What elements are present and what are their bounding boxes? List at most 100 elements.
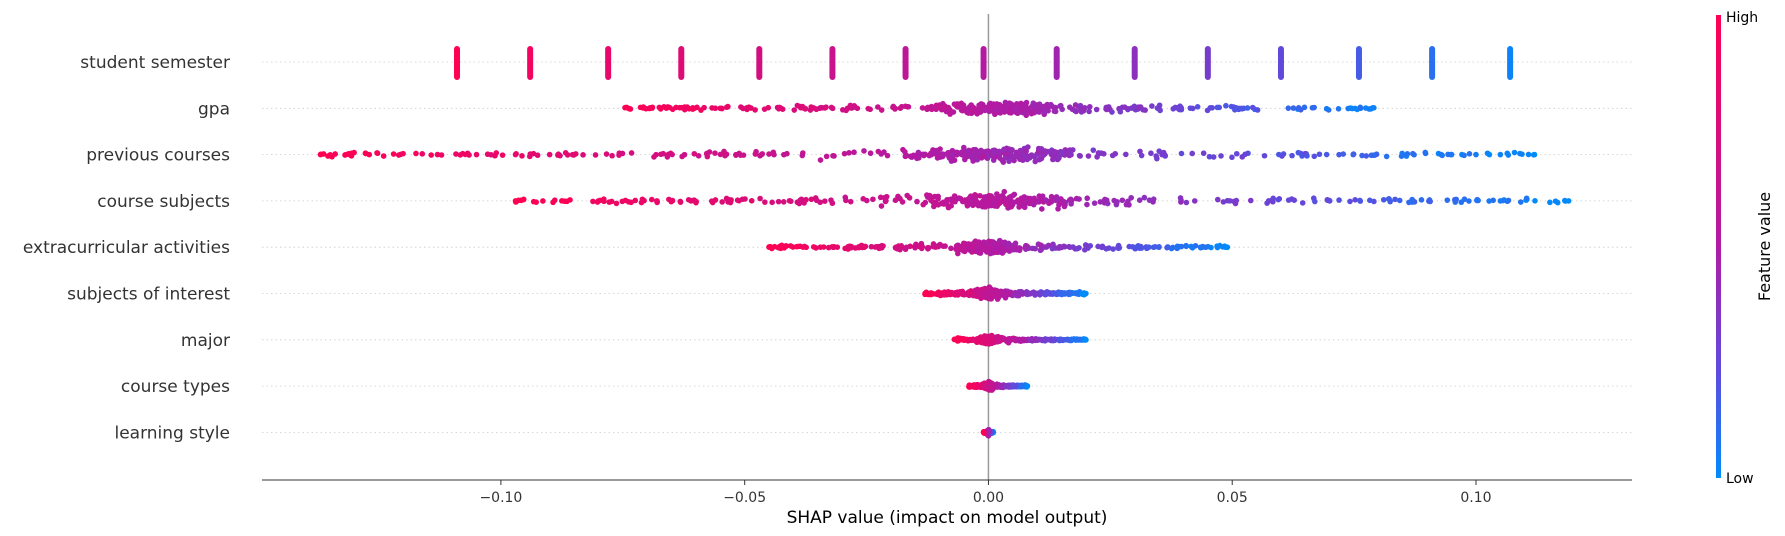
data-point [681, 106, 688, 113]
data-point [812, 195, 819, 201]
feature-label: course types [121, 377, 230, 397]
data-point [1323, 151, 1330, 158]
data-point [1000, 193, 1006, 200]
data-point [1057, 336, 1064, 342]
data-point [534, 152, 541, 159]
data-point [913, 241, 919, 248]
data-point [1037, 290, 1043, 297]
data-point [1473, 151, 1479, 158]
data-point [512, 151, 519, 158]
data-point [1505, 152, 1512, 158]
data-point [1069, 147, 1076, 153]
data-point [1461, 152, 1467, 159]
data-point [1043, 244, 1050, 250]
data-point [1063, 290, 1070, 297]
data-point [1001, 146, 1007, 153]
data-point [1380, 196, 1387, 203]
data-point [980, 242, 987, 248]
data-point [970, 158, 976, 164]
data-point [1091, 200, 1098, 206]
data-point [978, 101, 984, 107]
data-point [1010, 382, 1017, 388]
data-point [1084, 243, 1091, 249]
feature-points-course-types [966, 378, 1031, 393]
data-point [1189, 244, 1195, 250]
data-point [822, 198, 828, 204]
data-point [1022, 246, 1029, 252]
data-point [1008, 148, 1014, 154]
data-point [829, 200, 836, 207]
data-point [1038, 198, 1045, 204]
data-point [959, 336, 966, 343]
data-point [954, 245, 961, 251]
data-point [1474, 196, 1481, 203]
data-point [906, 194, 913, 201]
data-point [1290, 105, 1297, 111]
data-point [823, 153, 830, 160]
data-point [678, 46, 685, 80]
data-point [870, 196, 876, 203]
data-point [530, 198, 537, 205]
data-point [1060, 198, 1067, 205]
data-point [959, 245, 966, 252]
data-point [762, 199, 768, 205]
data-point [1525, 151, 1532, 158]
data-point [1532, 198, 1538, 204]
data-point [774, 104, 781, 111]
feature-points-subjects-of-interest [922, 284, 1089, 302]
data-point [953, 102, 959, 109]
data-point [948, 245, 954, 252]
data-point [1137, 148, 1143, 155]
data-point [1012, 105, 1019, 112]
data-point [413, 150, 419, 157]
data-point [757, 195, 763, 202]
data-point [1157, 107, 1163, 114]
data-point [1066, 243, 1072, 250]
data-point [996, 338, 1002, 344]
data-point [1103, 197, 1110, 203]
data-point [1156, 244, 1162, 250]
data-point [999, 250, 1006, 256]
data-point [1194, 104, 1201, 110]
data-point [1277, 46, 1284, 80]
data-point [1061, 243, 1067, 250]
data-point [550, 199, 556, 206]
data-point [1083, 337, 1089, 343]
data-point [1084, 201, 1090, 208]
data-point [1355, 46, 1362, 80]
data-point [688, 198, 694, 204]
data-point [898, 243, 905, 249]
data-point [1178, 150, 1185, 157]
data-point [1214, 104, 1221, 111]
data-point [1552, 198, 1559, 204]
data-point [942, 243, 948, 249]
data-point [1000, 335, 1007, 341]
feature-label: major [181, 331, 230, 351]
data-point [738, 104, 744, 110]
data-point [1183, 199, 1190, 206]
data-point [1427, 198, 1433, 205]
data-point [527, 46, 534, 80]
data-point [592, 152, 599, 158]
data-point [927, 291, 934, 298]
data-point [695, 153, 702, 159]
data-point [1006, 158, 1012, 165]
x-tick-label: 0.00 [973, 490, 1004, 506]
data-point [1146, 244, 1152, 250]
feature-points-gpa [622, 99, 1377, 119]
data-point [1047, 101, 1054, 108]
data-point [926, 152, 933, 159]
x-axis-title: SHAP value (impact on model output) [787, 508, 1108, 528]
data-point [1055, 206, 1061, 212]
data-point [1220, 199, 1227, 205]
data-point [706, 149, 713, 155]
data-point [1051, 336, 1058, 343]
data-point [1210, 154, 1217, 160]
data-point [1229, 154, 1235, 161]
data-point [1177, 103, 1183, 110]
data-point [1323, 105, 1330, 112]
data-point [1068, 201, 1074, 207]
data-point [1396, 197, 1403, 204]
data-point [972, 192, 978, 198]
data-point [1058, 291, 1065, 298]
